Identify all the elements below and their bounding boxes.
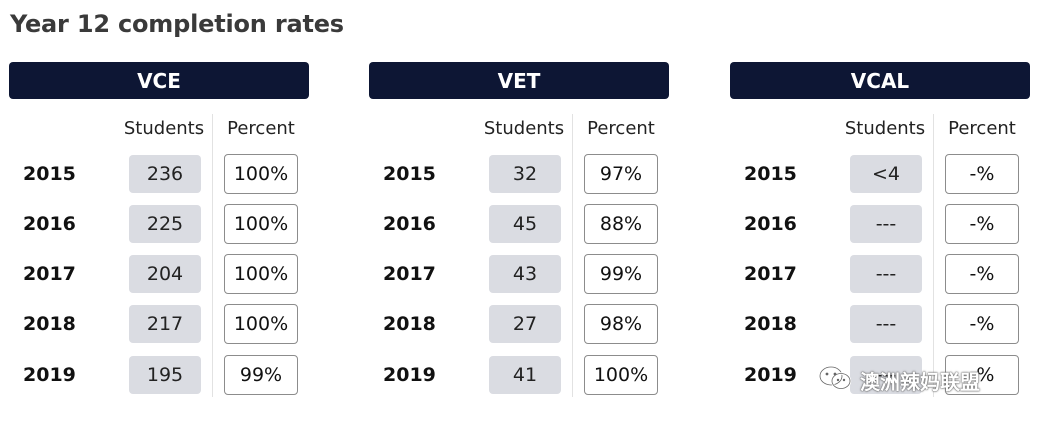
- students-value: ---: [850, 305, 922, 343]
- year-label: 2015: [23, 163, 76, 185]
- percent-value: -%: [945, 304, 1019, 344]
- table-row: 2015 236 100%: [9, 154, 309, 194]
- year-label: 2018: [383, 313, 436, 335]
- year-label: 2015: [744, 163, 797, 185]
- table-row: 2019 --- -%: [730, 355, 1030, 395]
- panel-vet: VET Students Percent 2015 32 97% 2016 45…: [369, 62, 669, 402]
- table-row: 2019 41 100%: [369, 355, 669, 395]
- percent-value: 97%: [584, 154, 658, 194]
- students-value: 217: [129, 305, 201, 343]
- panel-vce: VCE Students Percent 2015 236 100% 2016 …: [9, 62, 309, 402]
- students-value: 32: [489, 155, 561, 193]
- table-row: 2017 --- -%: [730, 254, 1030, 294]
- students-value: <4: [850, 155, 922, 193]
- column-divider: [572, 114, 573, 397]
- table-row: 2015 <4 -%: [730, 154, 1030, 194]
- wechat-icon: [818, 364, 852, 397]
- panel-header: VET: [369, 62, 669, 99]
- percent-value: 88%: [584, 204, 658, 244]
- percent-value: 100%: [224, 204, 298, 244]
- year-label: 2016: [744, 213, 797, 235]
- year-label: 2019: [23, 364, 76, 386]
- column-header-students: Students: [844, 118, 926, 139]
- students-value: ---: [850, 205, 922, 243]
- table-row: 2016 225 100%: [9, 204, 309, 244]
- percent-value: 99%: [584, 254, 658, 294]
- table-row: 2018 27 98%: [369, 304, 669, 344]
- panel-header: VCE: [9, 62, 309, 99]
- percent-value: 100%: [224, 304, 298, 344]
- year-label: 2017: [383, 263, 436, 285]
- percent-value: 100%: [224, 254, 298, 294]
- percent-value: 100%: [224, 154, 298, 194]
- students-value: 204: [129, 255, 201, 293]
- students-value: 45: [489, 205, 561, 243]
- students-value: 43: [489, 255, 561, 293]
- table-row: 2016 --- -%: [730, 204, 1030, 244]
- column-header-percent: Percent: [948, 118, 1016, 139]
- students-value: ---: [850, 356, 922, 394]
- students-value: 41: [489, 356, 561, 394]
- percent-value: 99%: [224, 355, 298, 395]
- table-row: 2015 32 97%: [369, 154, 669, 194]
- percent-value: -%: [945, 254, 1019, 294]
- percent-value: -%: [945, 154, 1019, 194]
- table-row: 2019 195 99%: [9, 355, 309, 395]
- table-row: 2017 43 99%: [369, 254, 669, 294]
- year-label: 2016: [23, 213, 76, 235]
- year-label: 2015: [383, 163, 436, 185]
- students-value: 27: [489, 305, 561, 343]
- table-row: 2018 217 100%: [9, 304, 309, 344]
- year-label: 2017: [744, 263, 797, 285]
- page-title: Year 12 completion rates: [10, 10, 344, 38]
- year-label: 2017: [23, 263, 76, 285]
- year-label: 2018: [23, 313, 76, 335]
- table-row: 2018 --- -%: [730, 304, 1030, 344]
- students-value: 225: [129, 205, 201, 243]
- panel-vcal: VCAL Students Percent 2015 <4 -% 2016 --…: [730, 62, 1030, 402]
- watermark: 澳洲辣妈联盟: [818, 362, 980, 398]
- year-label: 2018: [744, 313, 797, 335]
- students-value: ---: [850, 255, 922, 293]
- percent-value: 100%: [584, 355, 658, 395]
- students-value: 195: [129, 356, 201, 394]
- column-header-percent: Percent: [227, 118, 295, 139]
- column-header-percent: Percent: [587, 118, 655, 139]
- watermark-text: 澳洲辣妈联盟: [860, 369, 980, 394]
- table-row: 2016 45 88%: [369, 204, 669, 244]
- percent-value: -%: [945, 204, 1019, 244]
- students-value: 236: [129, 155, 201, 193]
- panel-header: VCAL: [730, 62, 1030, 99]
- column-header-students: Students: [483, 118, 565, 139]
- column-divider: [933, 114, 934, 397]
- column-divider: [212, 114, 213, 397]
- year-label: 2019: [744, 364, 797, 386]
- table-row: 2017 204 100%: [9, 254, 309, 294]
- column-header-students: Students: [123, 118, 205, 139]
- year-label: 2016: [383, 213, 436, 235]
- percent-value: -%: [945, 355, 1019, 395]
- percent-value: 98%: [584, 304, 658, 344]
- year-label: 2019: [383, 364, 436, 386]
